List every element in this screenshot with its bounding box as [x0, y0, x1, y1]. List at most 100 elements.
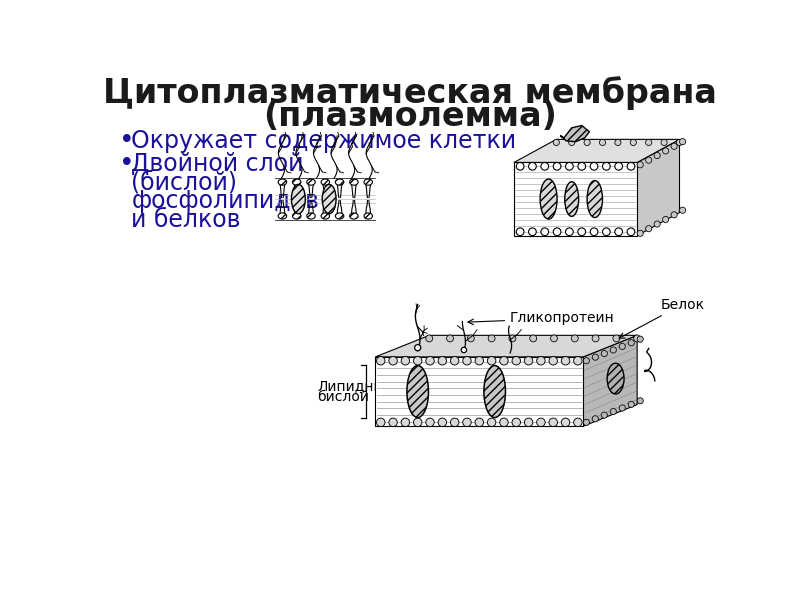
Circle shape [574, 418, 582, 427]
Circle shape [562, 356, 570, 365]
Text: •: • [119, 128, 134, 154]
Circle shape [512, 418, 521, 427]
Text: •: • [119, 151, 134, 178]
Circle shape [516, 163, 524, 170]
Circle shape [602, 350, 607, 356]
Circle shape [438, 356, 446, 365]
Circle shape [537, 356, 545, 365]
Ellipse shape [335, 179, 344, 185]
Circle shape [610, 347, 616, 353]
Circle shape [414, 356, 422, 365]
Circle shape [450, 418, 459, 427]
Ellipse shape [278, 213, 286, 219]
Ellipse shape [565, 182, 578, 217]
Circle shape [500, 418, 508, 427]
Circle shape [500, 356, 508, 365]
Circle shape [592, 416, 598, 422]
Polygon shape [583, 335, 637, 426]
Ellipse shape [293, 213, 301, 219]
Ellipse shape [364, 213, 373, 219]
Circle shape [377, 356, 385, 365]
Polygon shape [514, 139, 679, 163]
Circle shape [671, 143, 677, 149]
Ellipse shape [293, 179, 301, 185]
Circle shape [571, 335, 578, 342]
Circle shape [583, 419, 590, 425]
Circle shape [554, 163, 561, 170]
Circle shape [566, 228, 574, 236]
Circle shape [389, 356, 398, 365]
Circle shape [654, 152, 660, 158]
Circle shape [529, 228, 536, 236]
Circle shape [578, 163, 586, 170]
Circle shape [578, 228, 586, 236]
Circle shape [628, 401, 634, 407]
Text: (бислой): (бислой) [131, 171, 238, 195]
Circle shape [637, 336, 643, 342]
Circle shape [509, 335, 516, 342]
Circle shape [590, 228, 598, 236]
Circle shape [590, 163, 598, 170]
Circle shape [401, 356, 410, 365]
Circle shape [512, 356, 521, 365]
Circle shape [530, 335, 537, 342]
Circle shape [541, 163, 549, 170]
Circle shape [462, 356, 471, 365]
Circle shape [574, 356, 582, 365]
Circle shape [524, 418, 533, 427]
Ellipse shape [321, 213, 330, 219]
Circle shape [654, 221, 660, 227]
Ellipse shape [322, 184, 336, 214]
Circle shape [615, 228, 622, 236]
Circle shape [627, 163, 635, 170]
Circle shape [619, 343, 626, 349]
Circle shape [550, 335, 558, 342]
Circle shape [426, 335, 433, 342]
Circle shape [630, 139, 636, 146]
Ellipse shape [607, 363, 624, 394]
Circle shape [679, 207, 686, 213]
Circle shape [583, 358, 590, 364]
Circle shape [401, 418, 410, 427]
Circle shape [592, 335, 599, 342]
Circle shape [679, 139, 686, 145]
Circle shape [615, 139, 621, 146]
Circle shape [562, 418, 570, 427]
Text: Окружает содержимое клетки: Окружает содержимое клетки [131, 129, 516, 153]
Circle shape [592, 354, 598, 360]
Circle shape [446, 335, 454, 342]
Circle shape [637, 162, 643, 168]
Circle shape [613, 335, 620, 342]
Circle shape [487, 418, 496, 427]
Ellipse shape [540, 179, 557, 219]
Circle shape [627, 228, 635, 236]
Polygon shape [375, 357, 583, 426]
Ellipse shape [350, 179, 358, 185]
Circle shape [537, 418, 545, 427]
Circle shape [414, 418, 422, 427]
Circle shape [646, 139, 652, 146]
Circle shape [426, 356, 434, 365]
Circle shape [462, 418, 471, 427]
Text: Двойной слой: Двойной слой [131, 152, 304, 176]
Circle shape [467, 335, 474, 342]
Circle shape [475, 356, 483, 365]
Text: фосфолипидов: фосфолипидов [131, 190, 319, 214]
Circle shape [566, 163, 574, 170]
Circle shape [541, 228, 549, 236]
Circle shape [569, 139, 574, 146]
Circle shape [450, 356, 459, 365]
Polygon shape [375, 335, 637, 357]
Circle shape [615, 163, 622, 170]
Circle shape [662, 148, 669, 154]
Circle shape [529, 163, 536, 170]
Circle shape [671, 212, 677, 218]
Ellipse shape [587, 181, 602, 218]
Circle shape [662, 217, 669, 223]
Circle shape [377, 418, 385, 427]
Circle shape [438, 418, 446, 427]
Circle shape [487, 356, 496, 365]
Circle shape [584, 139, 590, 146]
Polygon shape [637, 139, 679, 236]
Text: и белков: и белков [131, 208, 241, 232]
